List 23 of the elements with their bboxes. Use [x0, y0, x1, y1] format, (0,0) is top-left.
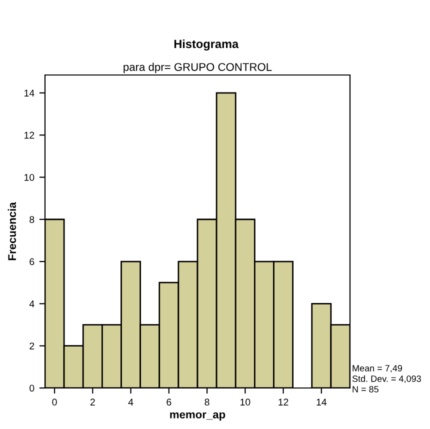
x-tick-label: 4	[128, 398, 134, 406]
x-tick-label: 8	[204, 398, 210, 406]
x-tick-label: 0	[52, 398, 57, 406]
y-tick-label: 4	[29, 300, 34, 308]
y-tick-label: 12	[24, 132, 34, 139]
chart-title: Histograma	[174, 39, 239, 51]
text: Mean = 7,49	[352, 365, 402, 372]
y-tick-label: 2	[30, 342, 34, 350]
chart-subtitle: para dpr= GRUPO CONTROL	[124, 62, 272, 74]
x-axis-title: memor_ap	[170, 412, 226, 421]
x-tick-label: 2	[90, 398, 95, 406]
x-tick-label: 10	[240, 398, 250, 406]
y-tick-label: 10	[24, 174, 34, 181]
y-tick-label: 14	[24, 90, 34, 96]
y-axis-title: Frecuencia	[8, 202, 16, 260]
x-tick-label: 14	[316, 398, 327, 406]
y-tick-label: 6	[30, 258, 34, 266]
text: N = 85	[352, 386, 378, 392]
x-tick-label: 6	[166, 398, 172, 406]
y-tick-label: 0	[30, 384, 34, 392]
x-tick-label: 12	[278, 398, 288, 406]
y-tick-label: 8	[30, 216, 34, 223]
text: Std. Dev. = 4,093	[352, 375, 421, 383]
